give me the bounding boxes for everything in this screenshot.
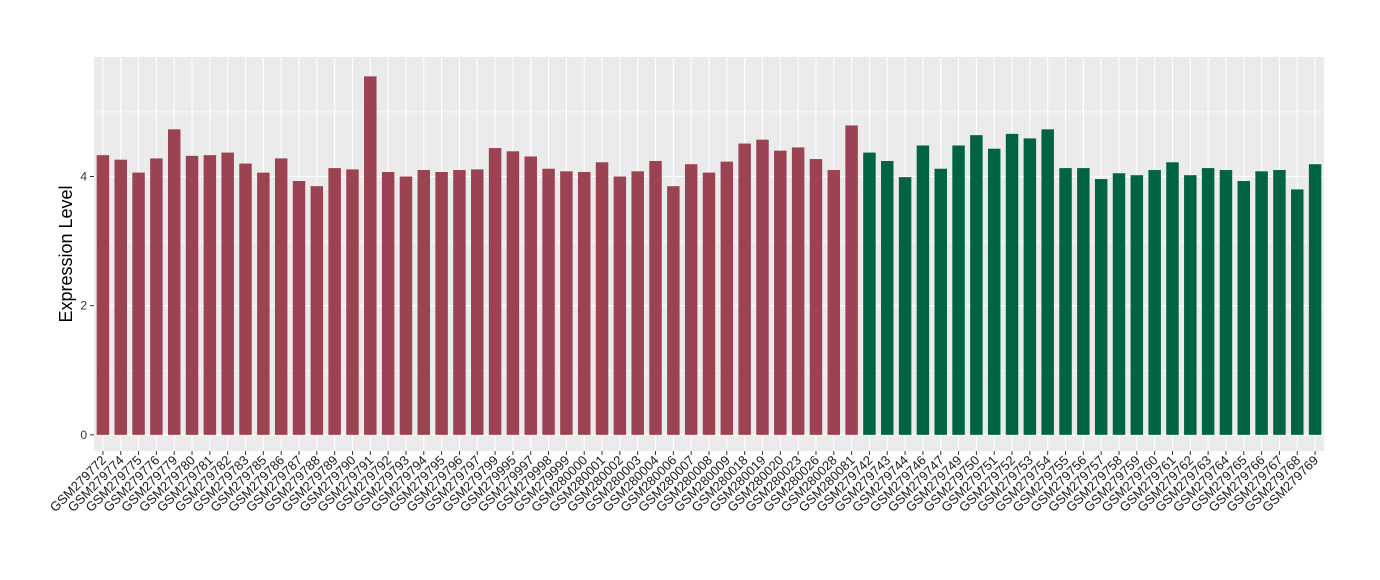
bar-GSM279743 (881, 160, 894, 435)
y-tick-label: 0 (80, 428, 87, 442)
bar-GSM280006 (667, 186, 680, 435)
bar-GSM279772 (96, 155, 110, 435)
bar-GSM280000 (577, 171, 591, 435)
bar-GSM279769 (1308, 164, 1322, 435)
y-tick-label: 2 (80, 299, 87, 313)
bar-GSM280002 (613, 176, 627, 435)
bar-GSM280081 (845, 125, 858, 435)
bar-GSM279790 (346, 169, 359, 435)
bar-GSM280019 (756, 139, 769, 435)
bar-GSM279799 (488, 148, 502, 435)
bar-GSM279779 (167, 129, 181, 435)
bar-GSM279750 (970, 135, 983, 435)
bar-GSM279792 (381, 171, 395, 435)
bar-GSM279998 (542, 168, 555, 435)
bar-GSM280009 (720, 161, 734, 435)
bar-GSM279787 (292, 181, 306, 435)
bar-GSM279749 (952, 145, 965, 435)
bar-GSM280026 (809, 159, 823, 435)
bar-GSM279776 (150, 158, 163, 435)
bar-GSM279761 (1166, 162, 1179, 435)
bar-GSM280020 (774, 150, 787, 435)
bar-GSM279775 (132, 172, 145, 435)
bar-GSM280004 (649, 160, 662, 435)
bar-GSM279762 (1184, 175, 1197, 435)
bar-GSM279794 (417, 170, 431, 435)
bar-GSM279781 (203, 155, 217, 435)
bar-GSM279753 (1023, 138, 1037, 435)
y-axis: 0 2 4 (80, 169, 94, 442)
bar-GSM279789 (328, 168, 341, 435)
bars (96, 76, 1322, 435)
bar-GSM279752 (1005, 133, 1019, 435)
bar-GSM280018 (738, 143, 751, 435)
bar-GSM279742 (863, 152, 876, 435)
bar-GSM279788 (310, 186, 324, 435)
bar-GSM279764 (1219, 170, 1233, 435)
bar-GSM279747 (934, 168, 947, 435)
y-axis-title: Expression Level (56, 185, 76, 322)
bar-GSM279791 (364, 76, 377, 435)
bar-GSM279757 (1094, 179, 1108, 435)
y-tick-label: 4 (80, 169, 87, 183)
bar-GSM280008 (702, 172, 716, 435)
bar-GSM279755 (1059, 168, 1072, 435)
bar-GSM279760 (1148, 170, 1161, 435)
bar-GSM279751 (987, 148, 1001, 435)
bar-GSM279774 (114, 159, 127, 435)
bar-GSM279768 (1291, 189, 1304, 435)
bar-GSM279999 (560, 171, 573, 435)
bar-GSM279786 (274, 158, 288, 435)
bar-GSM280028 (827, 170, 841, 435)
bar-GSM279763 (1201, 168, 1215, 435)
bar-GSM279797 (471, 169, 484, 435)
bar-GSM279766 (1255, 171, 1268, 435)
bar-GSM279758 (1112, 173, 1126, 435)
bar-GSM280023 (791, 147, 805, 435)
bar-GSM279997 (524, 156, 537, 435)
bar-GSM279780 (185, 155, 199, 435)
bar-GSM280001 (595, 162, 609, 435)
bar-GSM279754 (1041, 129, 1054, 435)
bar-GSM280003 (631, 171, 644, 435)
bar-GSM279767 (1273, 170, 1286, 435)
bar-GSM279796 (453, 170, 466, 435)
bar-GSM279765 (1237, 181, 1251, 435)
bar-GSM280007 (684, 164, 698, 435)
bar-GSM279782 (221, 152, 234, 435)
bar-GSM279783 (239, 163, 252, 435)
bar-GSM279759 (1130, 175, 1144, 435)
bar-GSM279744 (898, 177, 912, 435)
bar-GSM279785 (257, 172, 270, 435)
bar-GSM279795 (435, 171, 448, 435)
bar-GSM279756 (1077, 168, 1090, 435)
bar-GSM279793 (399, 176, 413, 435)
bar-GSM279746 (916, 145, 930, 435)
x-axis: GSM279772GSM279774GSM279775GSM279776GSM2… (47, 451, 1321, 515)
bar-GSM279995 (506, 151, 520, 435)
